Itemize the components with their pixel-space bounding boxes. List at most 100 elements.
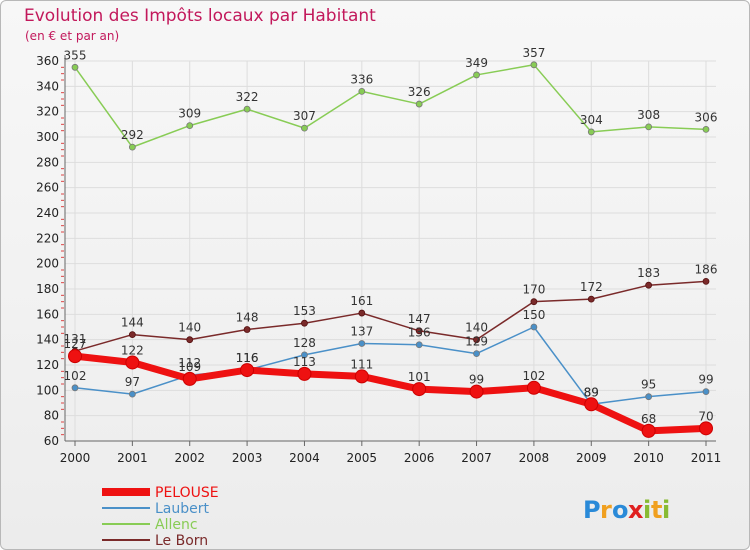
x-tick-label: 2000 [60, 451, 91, 465]
data-label: 144 [121, 316, 144, 330]
data-label: 140 [178, 321, 201, 335]
data-point [530, 323, 538, 331]
data-point [473, 336, 480, 344]
data-point [182, 371, 197, 386]
data-point [415, 100, 423, 108]
y-tick-label: 100 [36, 383, 59, 397]
data-label: 68 [641, 412, 656, 426]
legend-label: Allenc [155, 517, 198, 533]
y-tick-label: 260 [36, 181, 59, 195]
data-point [301, 351, 308, 359]
data-label: 116 [236, 351, 259, 365]
data-point [354, 369, 369, 384]
y-tick-label: 320 [36, 105, 59, 119]
logo-letter: i [662, 496, 670, 524]
x-tick-label: 2010 [633, 451, 664, 465]
data-label: 304 [580, 113, 603, 127]
data-label: 308 [637, 108, 660, 122]
data-point [71, 63, 79, 71]
data-label: 309 [178, 107, 201, 121]
data-point [186, 336, 194, 344]
data-point [645, 393, 653, 401]
data-label: 183 [637, 266, 660, 280]
data-point [71, 384, 79, 392]
logo-letter: P [583, 496, 601, 524]
x-tick-label: 2001 [117, 451, 148, 465]
data-label: 129 [465, 335, 488, 349]
series-line-pelouse [71, 352, 710, 435]
data-label: 307 [293, 109, 316, 123]
data-point [587, 295, 595, 303]
data-point [358, 340, 366, 347]
data-label: 322 [236, 90, 259, 104]
logo-letter: t [651, 496, 662, 524]
y-tick-label: 340 [36, 79, 59, 93]
chart-title: Evolution des Impôts locaux par Habitant [24, 6, 376, 26]
data-point [584, 397, 599, 412]
logo-letter: i [643, 496, 651, 524]
data-label: 102 [64, 369, 87, 383]
logo-letter: x [628, 496, 644, 524]
x-tick-label: 2009 [576, 451, 607, 465]
data-label: 186 [695, 262, 718, 276]
series-group: 127 122 109 116 113 111 101 99 102 89 68 70 102 97 112… [64, 46, 718, 438]
data-label: 349 [465, 56, 488, 70]
data-label: 148 [236, 311, 259, 325]
data-label: 140 [465, 321, 488, 335]
data-label: 122 [121, 343, 144, 357]
data-label: 109 [178, 360, 201, 374]
legend-label: PELOUSE [155, 485, 219, 501]
y-tick-label: 60 [44, 434, 59, 448]
x-tick-label: 2008 [519, 451, 550, 465]
data-label: 97 [125, 375, 140, 389]
chart-subtitle: (en € et par an) [25, 29, 119, 43]
data-label: 147 [408, 312, 431, 326]
y-tick-label: 300 [36, 130, 59, 144]
data-point [641, 423, 656, 438]
data-point [186, 122, 194, 129]
axes: 60 80 100 120 140 160 180 200 220 240 260 280 300 320… [36, 54, 721, 465]
data-point [301, 319, 308, 327]
data-label: 127 [64, 337, 87, 351]
y-tick-label: 160 [36, 307, 59, 321]
data-label: 326 [408, 85, 431, 99]
data-label: 112 [178, 356, 201, 370]
y-tick-label: 140 [36, 333, 59, 347]
data-point [128, 331, 136, 339]
data-point [297, 366, 312, 381]
data-point [128, 143, 136, 151]
logo-letter: r [600, 496, 612, 524]
data-point [645, 123, 653, 131]
data-label: 101 [408, 370, 431, 384]
series-line-allenc [74, 64, 707, 148]
data-label: 357 [522, 46, 545, 60]
data-label: 70 [698, 409, 713, 423]
legend-label: Laubert [155, 501, 210, 517]
data-label: 89 [584, 385, 599, 399]
data-point [358, 88, 366, 95]
y-tick-label: 280 [36, 155, 59, 169]
data-label: 102 [522, 369, 545, 383]
data-point [699, 421, 713, 436]
data-point [243, 326, 251, 333]
y-tick-label: 200 [36, 257, 59, 271]
data-point [530, 61, 538, 69]
data-label: 116 [236, 351, 259, 365]
data-label: 99 [469, 373, 484, 387]
x-tick-label: 2011 [691, 451, 722, 465]
legend-label: Le Born [155, 533, 208, 549]
data-label: 172 [580, 280, 603, 294]
data-label: 170 [522, 283, 545, 297]
data-label: 111 [350, 357, 373, 371]
data-point [412, 382, 427, 397]
series-line-le-born [74, 280, 707, 352]
data-point [240, 363, 255, 378]
x-tick-label: 2003 [232, 451, 263, 465]
data-label: 292 [121, 128, 144, 142]
data-label: 131 [64, 332, 87, 346]
data-point [702, 125, 710, 133]
